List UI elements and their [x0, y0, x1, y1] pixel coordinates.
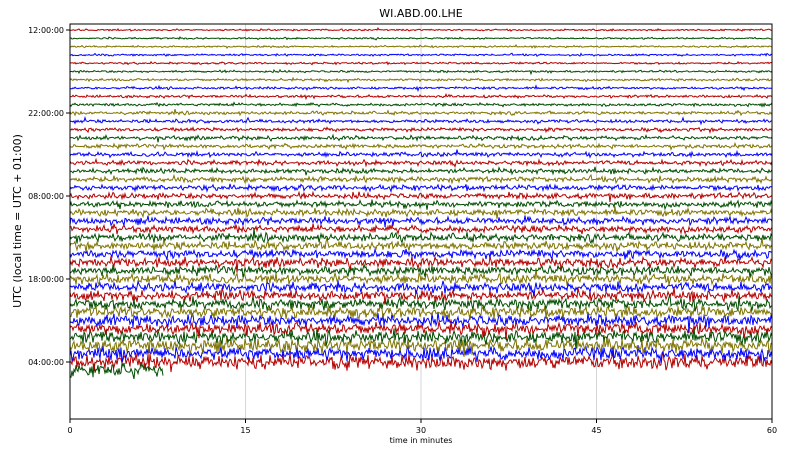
- trace-lines: [69, 27, 773, 380]
- trace-row-33: [69, 292, 773, 312]
- trace-row-10: [69, 108, 773, 117]
- trace-row-8: [70, 93, 773, 101]
- trace-row-2: [69, 43, 773, 50]
- trace-row-14: [69, 141, 773, 152]
- y-tick-label-4: 04:00:00: [28, 358, 64, 367]
- y-tick-label-0: 12:00:00: [28, 26, 64, 35]
- x-tick-label-1: 15: [240, 426, 250, 435]
- trace-row-31: [69, 279, 773, 296]
- trace-row-11: [69, 115, 773, 126]
- trace-row-26: [69, 237, 773, 252]
- trace-row-28: [69, 255, 773, 273]
- x-tick-label-2: 30: [416, 426, 426, 435]
- trace-row-23: [69, 214, 773, 228]
- trace-row-41: [69, 362, 164, 380]
- trace-row-4: [69, 60, 773, 66]
- trace-row-22: [69, 206, 773, 219]
- y-tick-label-2: 08:00:00: [28, 192, 64, 201]
- trace-row-19: [69, 183, 773, 194]
- trace-row-36: [69, 319, 773, 340]
- trace-row-12: [69, 126, 773, 134]
- trace-row-0: [69, 27, 773, 32]
- x-tick-label-4: 60: [767, 426, 777, 435]
- trace-row-25: [69, 227, 773, 245]
- trace-row-18: [69, 173, 773, 185]
- trace-row-32: [69, 286, 773, 305]
- x-tick-label-0: 0: [67, 426, 72, 435]
- trace-row-15: [69, 149, 773, 159]
- trace-row-34: [69, 303, 773, 320]
- trace-row-1: [69, 36, 772, 41]
- trace-row-38: [69, 334, 773, 357]
- trace-row-3: [69, 52, 773, 57]
- trace-row-20: [69, 190, 773, 203]
- trace-row-21: [69, 199, 773, 211]
- trace-row-27: [69, 247, 773, 261]
- trace-row-40: [69, 350, 773, 373]
- trace-row-6: [69, 76, 773, 84]
- trace-row-9: [69, 101, 773, 108]
- x-tick-label-3: 45: [591, 426, 601, 435]
- trace-row-30: [69, 268, 773, 287]
- trace-row-17: [69, 166, 773, 176]
- y-tick-label-3: 18:00:00: [28, 275, 64, 284]
- y-axis-ticks: 12:00:00 22:00:00 08:00:00 18:00:00 04:00:00: [28, 26, 70, 367]
- x-axis-label: time in minutes: [390, 436, 453, 445]
- trace-row-35: [69, 311, 773, 333]
- trace-row-16: [69, 157, 773, 169]
- trace-row-29: [69, 262, 773, 278]
- chart-title: WI.ABD.00.LHE: [379, 7, 463, 20]
- trace-row-37: [69, 325, 773, 350]
- x-axis-ticks: 0 15 30 45 60: [67, 419, 777, 435]
- y-axis-label: UTC (local time = UTC + 01:00): [11, 134, 24, 308]
- trace-row-5: [69, 68, 773, 76]
- y-tick-label-1: 22:00:00: [28, 109, 64, 118]
- trace-row-13: [70, 133, 773, 143]
- trace-row-24: [69, 223, 773, 236]
- trace-row-7: [69, 84, 772, 93]
- trace-row-39: [69, 345, 773, 363]
